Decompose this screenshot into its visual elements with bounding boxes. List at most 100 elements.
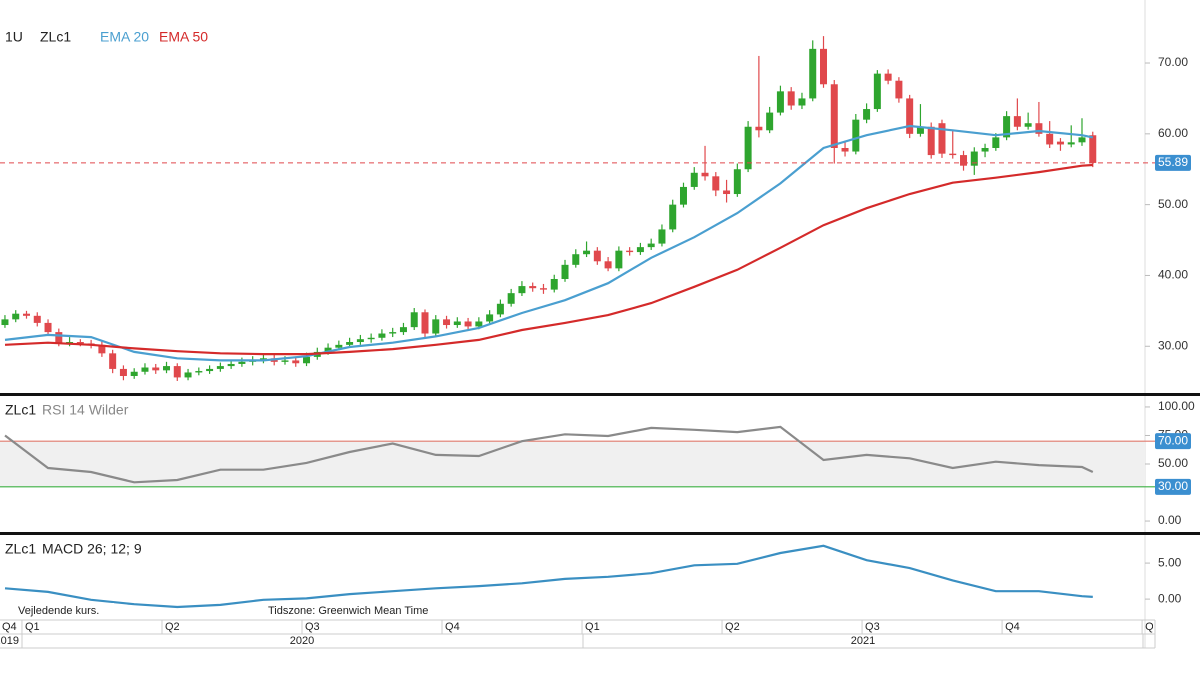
footer-bg (264, 603, 444, 618)
candle-body (238, 361, 246, 364)
level-tag: 30.00 (1158, 479, 1188, 493)
candle-body (33, 315, 41, 323)
pane-separator (0, 393, 1200, 396)
legend-ema20: EMA 20 (100, 29, 149, 45)
footer-bg (14, 603, 114, 618)
candle-body (130, 371, 138, 377)
candle-body (830, 84, 838, 148)
candle-body (884, 73, 892, 81)
footer-note: Vejledende kurs. (18, 605, 99, 617)
indicator-line (4, 124, 1094, 362)
x-tick-label: Q4 (2, 621, 17, 633)
candle-body (712, 176, 720, 191)
candle-body (518, 286, 526, 294)
y-tick-label: 60.00 (1158, 126, 1188, 140)
candle-body (744, 126, 752, 170)
candle-body (421, 312, 429, 334)
candle-body (1, 319, 9, 326)
symbol: ZLc1 (40, 29, 71, 45)
indicator-line (4, 544, 1093, 609)
y-tick-label: 0.00 (1158, 591, 1182, 605)
x-tick-label: Q3 (305, 621, 320, 633)
candle-body (873, 73, 881, 110)
candle-body (1035, 123, 1043, 134)
candle-body (184, 372, 192, 378)
candle-body (776, 91, 784, 113)
candle-body (303, 356, 311, 364)
candle-body (292, 360, 300, 364)
candle-body (960, 155, 968, 166)
candle-body (733, 169, 741, 195)
candle-body (1056, 141, 1064, 145)
x-tick-label: Q4 (1005, 621, 1020, 633)
x-tick-label: Q1 (25, 621, 40, 633)
year-label: 2019 (0, 635, 19, 647)
candle-body (12, 313, 20, 320)
candle-body (593, 250, 601, 262)
candle-body (356, 339, 364, 343)
candle-body (443, 319, 451, 326)
time-axis: Q4 Q1 Q2 Q3 Q4 Q1 Q2 Q3 Q4 Q1 2019 2020 2021 (0, 620, 1160, 648)
candle-body (841, 147, 849, 152)
candle-body (346, 342, 354, 345)
candle-body (432, 319, 440, 334)
candle-body (324, 347, 332, 352)
footer-timezone: Tidszone: Greenwich Mean Time (268, 605, 428, 617)
y-tick-label: 40.00 (1158, 268, 1188, 282)
y-tick-label: 50.00 (1158, 197, 1188, 211)
candle-body (66, 342, 74, 344)
candle-body (690, 172, 698, 187)
candle-body (679, 186, 687, 205)
y-tick-label: 50.00 (1158, 456, 1188, 470)
x-tick-label: Q4 (445, 621, 460, 633)
x-tick-label: Q1 (585, 621, 600, 633)
candle-body (669, 204, 677, 230)
level-tag-bg (1155, 478, 1191, 495)
y-tick-label: 100.00 (1158, 399, 1195, 413)
candle-body (98, 344, 106, 354)
x-tick-label: Q2 (725, 621, 740, 633)
level-tag: 70.00 (1158, 433, 1188, 447)
candle-body (820, 48, 828, 85)
candle-body (916, 126, 924, 134)
candle-body (335, 344, 343, 348)
candle-body (550, 278, 558, 290)
candle-body (981, 147, 989, 152)
candle-body (701, 172, 709, 177)
macd-symbol: ZLc1 (5, 541, 36, 557)
candle-body (970, 151, 978, 166)
x-tick-label: Q1 (1145, 621, 1160, 633)
candle-body (76, 342, 84, 344)
candle-body (173, 366, 181, 378)
candle-body (281, 360, 289, 362)
candle-body (626, 250, 634, 253)
candle-body (399, 327, 407, 333)
candle-body (367, 337, 375, 340)
candle-body (389, 332, 397, 334)
last-price-tag-bg (1155, 154, 1191, 171)
rsi-symbol: ZLc1 (5, 402, 36, 418)
candle-body (496, 303, 504, 315)
candle-body (109, 353, 117, 369)
candle-body (798, 98, 806, 106)
candle-body (195, 371, 203, 373)
candle-body (647, 243, 655, 248)
legend-ema50: EMA 50 (159, 29, 208, 45)
candle-body (216, 366, 224, 369)
y-tick-label: 30.00 (1158, 338, 1188, 352)
candle-body (809, 48, 817, 99)
candle-body (464, 321, 472, 327)
candle-body (227, 363, 235, 367)
candle-body (1067, 142, 1075, 145)
macd-name: MACD 26; 12; 9 (42, 541, 142, 557)
candle-body (453, 321, 461, 326)
candle-body (507, 293, 515, 304)
pane-separator (0, 532, 1200, 535)
candle-body (658, 229, 666, 244)
candle-body (561, 264, 569, 279)
candle-body (378, 333, 386, 338)
candle-body (927, 126, 935, 156)
candle-body (895, 80, 903, 99)
